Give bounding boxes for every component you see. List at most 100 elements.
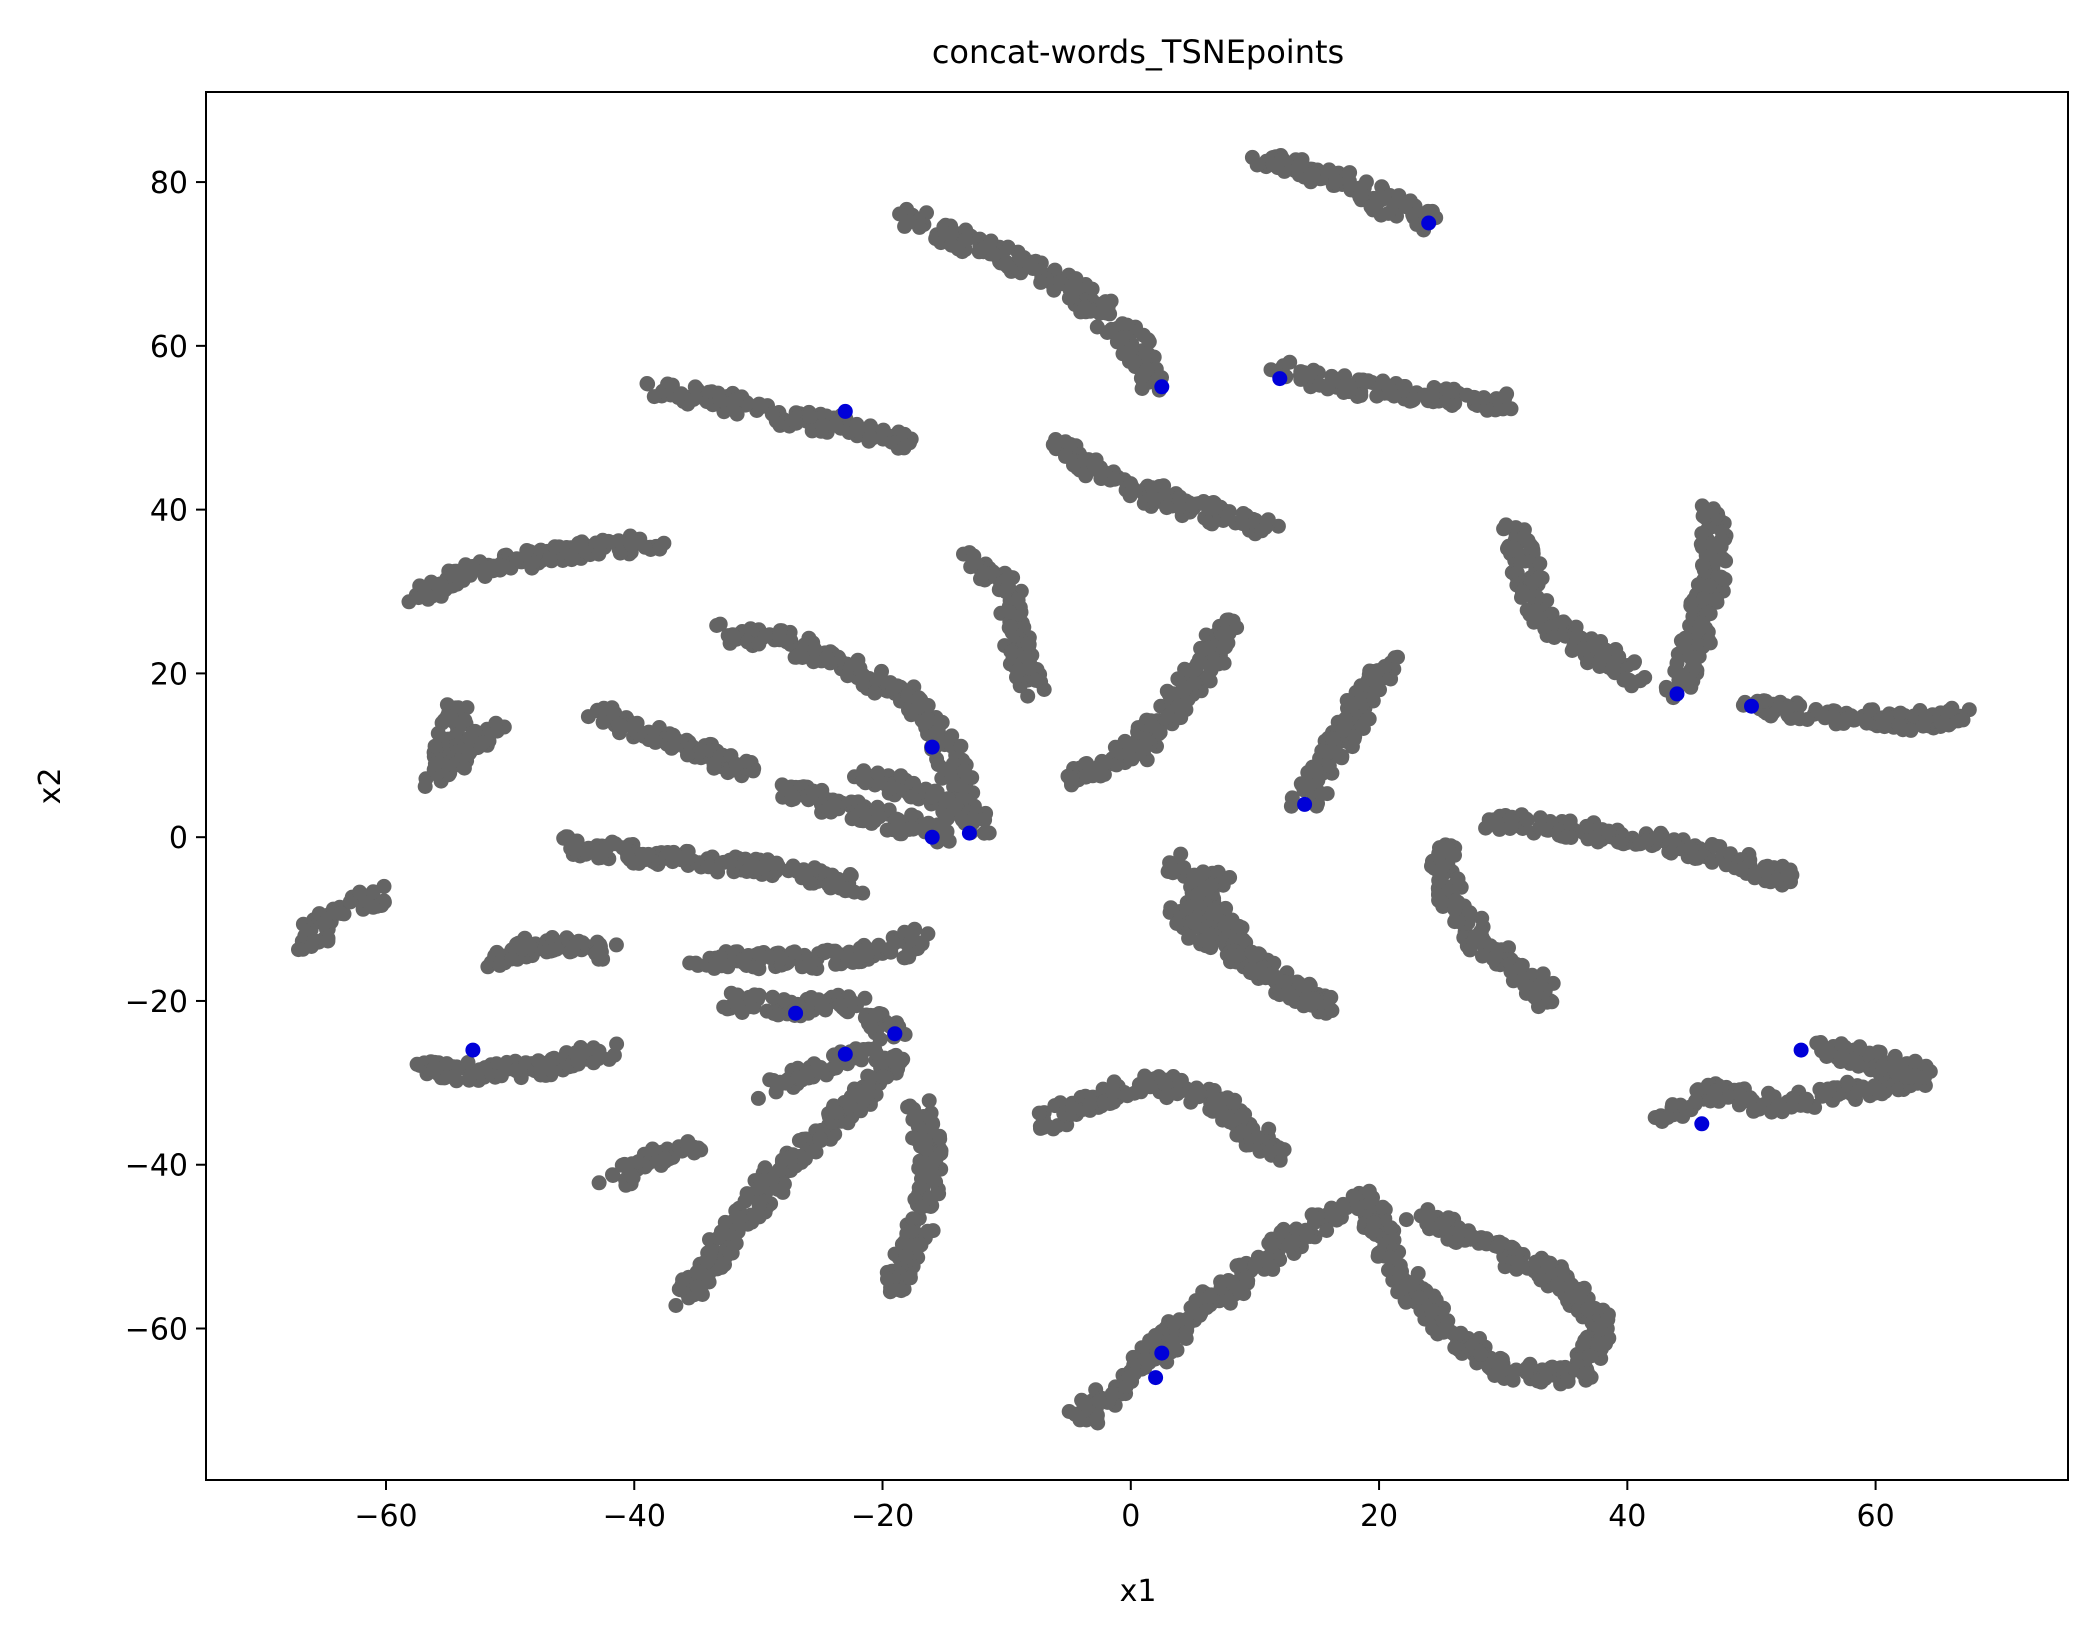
- data-point: [645, 731, 661, 747]
- data-point: [1448, 893, 1464, 909]
- data-point: [1438, 1320, 1454, 1336]
- data-point: [376, 893, 392, 909]
- data-point: [1618, 671, 1634, 687]
- data-point: [1513, 553, 1529, 569]
- data-point: [986, 246, 1002, 262]
- data-point: [1291, 158, 1307, 174]
- data-point: [787, 944, 803, 960]
- data-point: [1115, 346, 1131, 362]
- cluster-10: [709, 616, 997, 841]
- data-point: [1258, 1258, 1274, 1274]
- data-point: [703, 1243, 719, 1259]
- data-point: [1426, 1288, 1442, 1304]
- data-point: [1382, 381, 1398, 397]
- data-point: [1450, 913, 1466, 929]
- data-point: [1337, 711, 1353, 727]
- data-point: [1747, 866, 1763, 882]
- data-point: [1862, 702, 1878, 718]
- data-point: [1435, 899, 1451, 914]
- data-point: [1169, 916, 1185, 931]
- data-point: [1203, 878, 1219, 893]
- data-point: [443, 709, 459, 725]
- data-point: [1580, 1301, 1596, 1317]
- data-point: [819, 650, 835, 666]
- data-point: [462, 730, 478, 745]
- data-point: [946, 779, 962, 795]
- data-point: [1590, 834, 1606, 850]
- data-point: [1399, 195, 1414, 211]
- cluster-23: [480, 930, 624, 975]
- data-point: [911, 699, 926, 715]
- data-point: [1182, 929, 1197, 945]
- data-point: [573, 1040, 589, 1055]
- data-point: [1121, 1369, 1137, 1385]
- data-point: [605, 1167, 620, 1183]
- x-tick-label: −20: [851, 1499, 914, 1534]
- data-point: [1235, 516, 1251, 532]
- data-point: [1780, 699, 1796, 715]
- data-point: [875, 1069, 891, 1084]
- data-point: [1432, 865, 1447, 881]
- data-point: [1176, 860, 1192, 876]
- data-point: [596, 700, 612, 716]
- data-point: [816, 943, 832, 959]
- data-point: [1687, 850, 1703, 865]
- data-point: [893, 768, 909, 784]
- data-point: [320, 933, 336, 949]
- data-point: [680, 747, 695, 763]
- data-point: [1011, 662, 1027, 678]
- highlight-point: [887, 1026, 903, 1042]
- data-point: [1064, 770, 1080, 786]
- data-point: [1533, 1272, 1549, 1288]
- data-point: [1369, 388, 1385, 404]
- data-point: [693, 1142, 709, 1158]
- data-point: [595, 714, 611, 730]
- highlight-point: [837, 1046, 853, 1062]
- data-point: [1173, 846, 1189, 862]
- data-point: [1586, 636, 1602, 651]
- data-point: [1216, 655, 1232, 671]
- highlight-point: [1154, 379, 1170, 395]
- data-point: [1281, 985, 1297, 1001]
- data-point: [1695, 557, 1710, 573]
- data-point: [1144, 718, 1160, 734]
- data-point: [1694, 615, 1710, 631]
- cluster-12: [1283, 649, 1405, 814]
- data-point: [1903, 722, 1919, 738]
- data-point: [861, 1079, 876, 1095]
- data-point: [1532, 556, 1548, 572]
- data-point: [1033, 274, 1049, 290]
- x-axis-ticks: −60 −40 −20 0 20 40 60: [354, 1480, 1895, 1534]
- data-point: [1479, 402, 1495, 418]
- data-point: [862, 429, 878, 445]
- data-point: [1763, 708, 1779, 724]
- data-point: [1600, 1312, 1616, 1328]
- data-point: [591, 546, 607, 562]
- x-tick-label: −40: [603, 1499, 666, 1534]
- data-point: [1078, 1396, 1093, 1412]
- data-point: [614, 718, 630, 734]
- data-point: [1555, 1263, 1570, 1279]
- y-tick-label: 60: [150, 330, 188, 365]
- data-point: [1591, 655, 1607, 671]
- x-tick-label: 60: [1856, 1499, 1894, 1534]
- data-point: [1694, 526, 1710, 541]
- data-point: [712, 616, 728, 632]
- data-point: [1160, 709, 1176, 724]
- highlight-point: [1148, 1370, 1164, 1386]
- data-point: [1020, 688, 1036, 704]
- data-point: [1093, 768, 1109, 784]
- data-point: [1004, 644, 1020, 660]
- data-point: [1262, 1144, 1278, 1160]
- data-point: [1192, 653, 1208, 669]
- highlight-point: [961, 825, 977, 841]
- data-point: [1020, 636, 1036, 652]
- data-point: [625, 718, 641, 734]
- cluster-29: [879, 1093, 949, 1300]
- highlight-point: [1694, 1116, 1710, 1132]
- data-point: [1398, 1212, 1414, 1228]
- data-point: [1050, 1118, 1066, 1134]
- data-point: [1229, 1127, 1245, 1143]
- data-point: [882, 675, 898, 691]
- data-point: [1081, 765, 1097, 781]
